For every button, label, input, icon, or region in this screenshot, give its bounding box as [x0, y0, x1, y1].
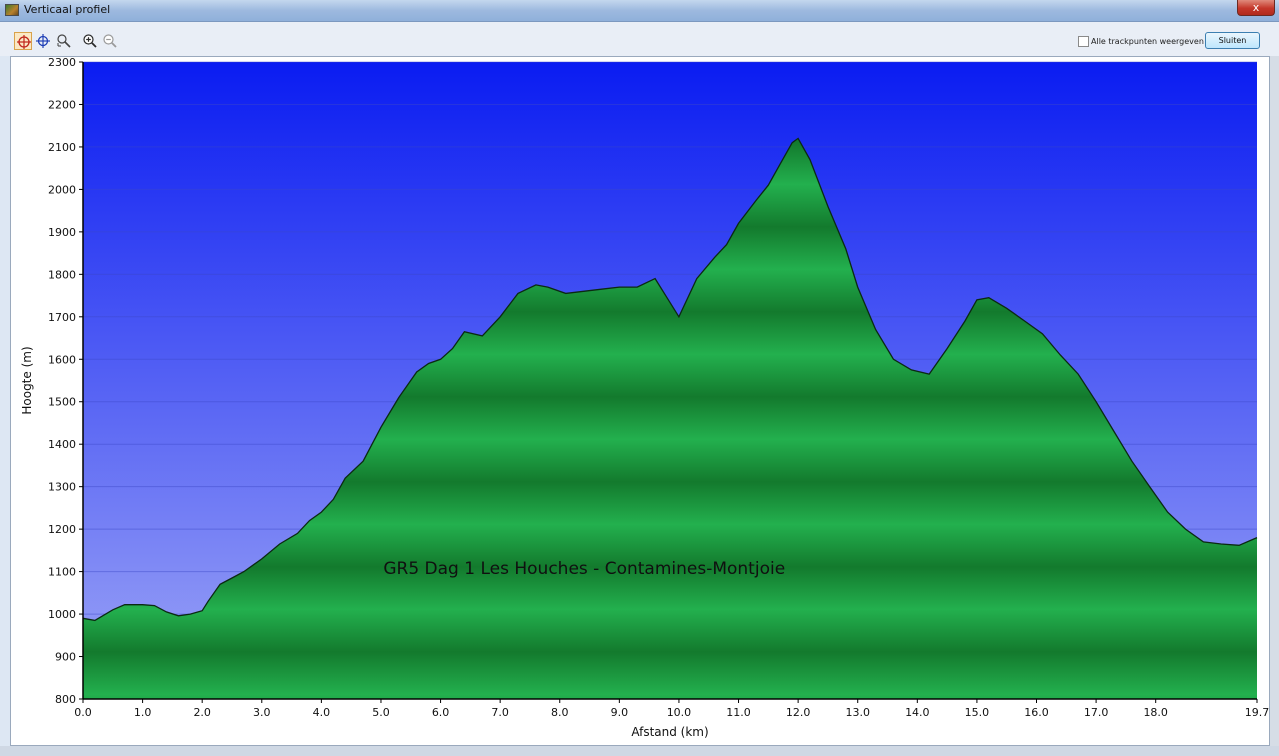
elevation-line: [82, 137, 1258, 622]
x-tick-label: 7.0: [491, 706, 509, 719]
toolbar: [0, 22, 1279, 56]
y-tick-label: 1000: [48, 608, 76, 621]
crosshair-icon[interactable]: [34, 32, 52, 50]
y-axis-label: Hoogte (m): [20, 346, 34, 414]
window-edge: [1270, 56, 1279, 746]
elevation-area: [83, 138, 1257, 699]
zoom-in-icon[interactable]: [81, 32, 99, 50]
y-tick-label: 1800: [48, 268, 76, 281]
window-titlebar: Verticaal profiel x: [0, 0, 1279, 22]
x-tick-label: 9.0: [611, 706, 629, 719]
x-tick-label: 6.0: [432, 706, 450, 719]
chart-annotation: GR5 Dag 1 Les Houches - Contamines-Montj…: [383, 559, 785, 579]
pan-zoom-icon[interactable]: [55, 32, 73, 50]
x-tick-label: 1.0: [134, 706, 152, 719]
y-tick-label: 800: [55, 693, 76, 706]
x-tick-label: 17.0: [1084, 706, 1109, 719]
y-tick-label: 1900: [48, 226, 76, 239]
x-tick-label: 0.0: [74, 706, 92, 719]
crosshair-select-icon[interactable]: [14, 32, 32, 50]
app-icon: [5, 4, 19, 16]
x-tick-label: 11.0: [726, 706, 751, 719]
y-tick-label: 1700: [48, 311, 76, 324]
y-tick-label: 1300: [48, 481, 76, 494]
zoom-out-icon[interactable]: [101, 32, 119, 50]
x-tick-label: 15.0: [965, 706, 990, 719]
x-tick-label: 2.0: [193, 706, 211, 719]
x-tick-label: 14.0: [905, 706, 930, 719]
y-tick-label: 1400: [48, 438, 76, 451]
x-tick-label: 8.0: [551, 706, 569, 719]
x-tick-label: 16.0: [1024, 706, 1049, 719]
window-title: Verticaal profiel: [24, 3, 111, 16]
x-tick-label: 4.0: [313, 706, 331, 719]
x-tick-label: 5.0: [372, 706, 390, 719]
x-axis-label: Afstand (km): [631, 725, 708, 739]
y-tick-label: 2200: [48, 98, 76, 111]
x-tick-label: 3.0: [253, 706, 271, 719]
x-tick-label: 19.7: [1245, 706, 1269, 719]
y-tick-label: 1600: [48, 353, 76, 366]
show-all-trackpoints-checkbox[interactable]: [1078, 36, 1089, 47]
x-tick-label: 12.0: [786, 706, 811, 719]
window-bottom-edge: [0, 746, 1279, 756]
x-tick-label: 18.0: [1143, 706, 1168, 719]
y-tick-label: 900: [55, 651, 76, 664]
y-tick-label: 2300: [48, 57, 76, 69]
y-tick-label: 2100: [48, 141, 76, 154]
x-tick-label: 13.0: [845, 706, 870, 719]
elevation-chart-panel: 800 900 1000 1100 1200 1300 1400 1500 1600 1700 18…: [10, 56, 1270, 746]
window-close-button[interactable]: x: [1237, 0, 1275, 16]
elevation-chart: 800 900 1000 1100 1200 1300 1400 1500 1600 1700 18…: [20, 56, 1269, 739]
x-tick-label: 10.0: [667, 706, 692, 719]
close-button[interactable]: Sluiten: [1205, 32, 1260, 49]
show-all-trackpoints-toggle[interactable]: Alle trackpunten weergeven: [1078, 36, 1204, 50]
y-tick-label: 2000: [48, 183, 76, 196]
y-tick-label: 1200: [48, 523, 76, 536]
y-tick-label: 1100: [48, 566, 76, 579]
show-all-trackpoints-label: Alle trackpunten weergeven: [1091, 37, 1204, 46]
y-tick-label: 1500: [48, 396, 76, 409]
